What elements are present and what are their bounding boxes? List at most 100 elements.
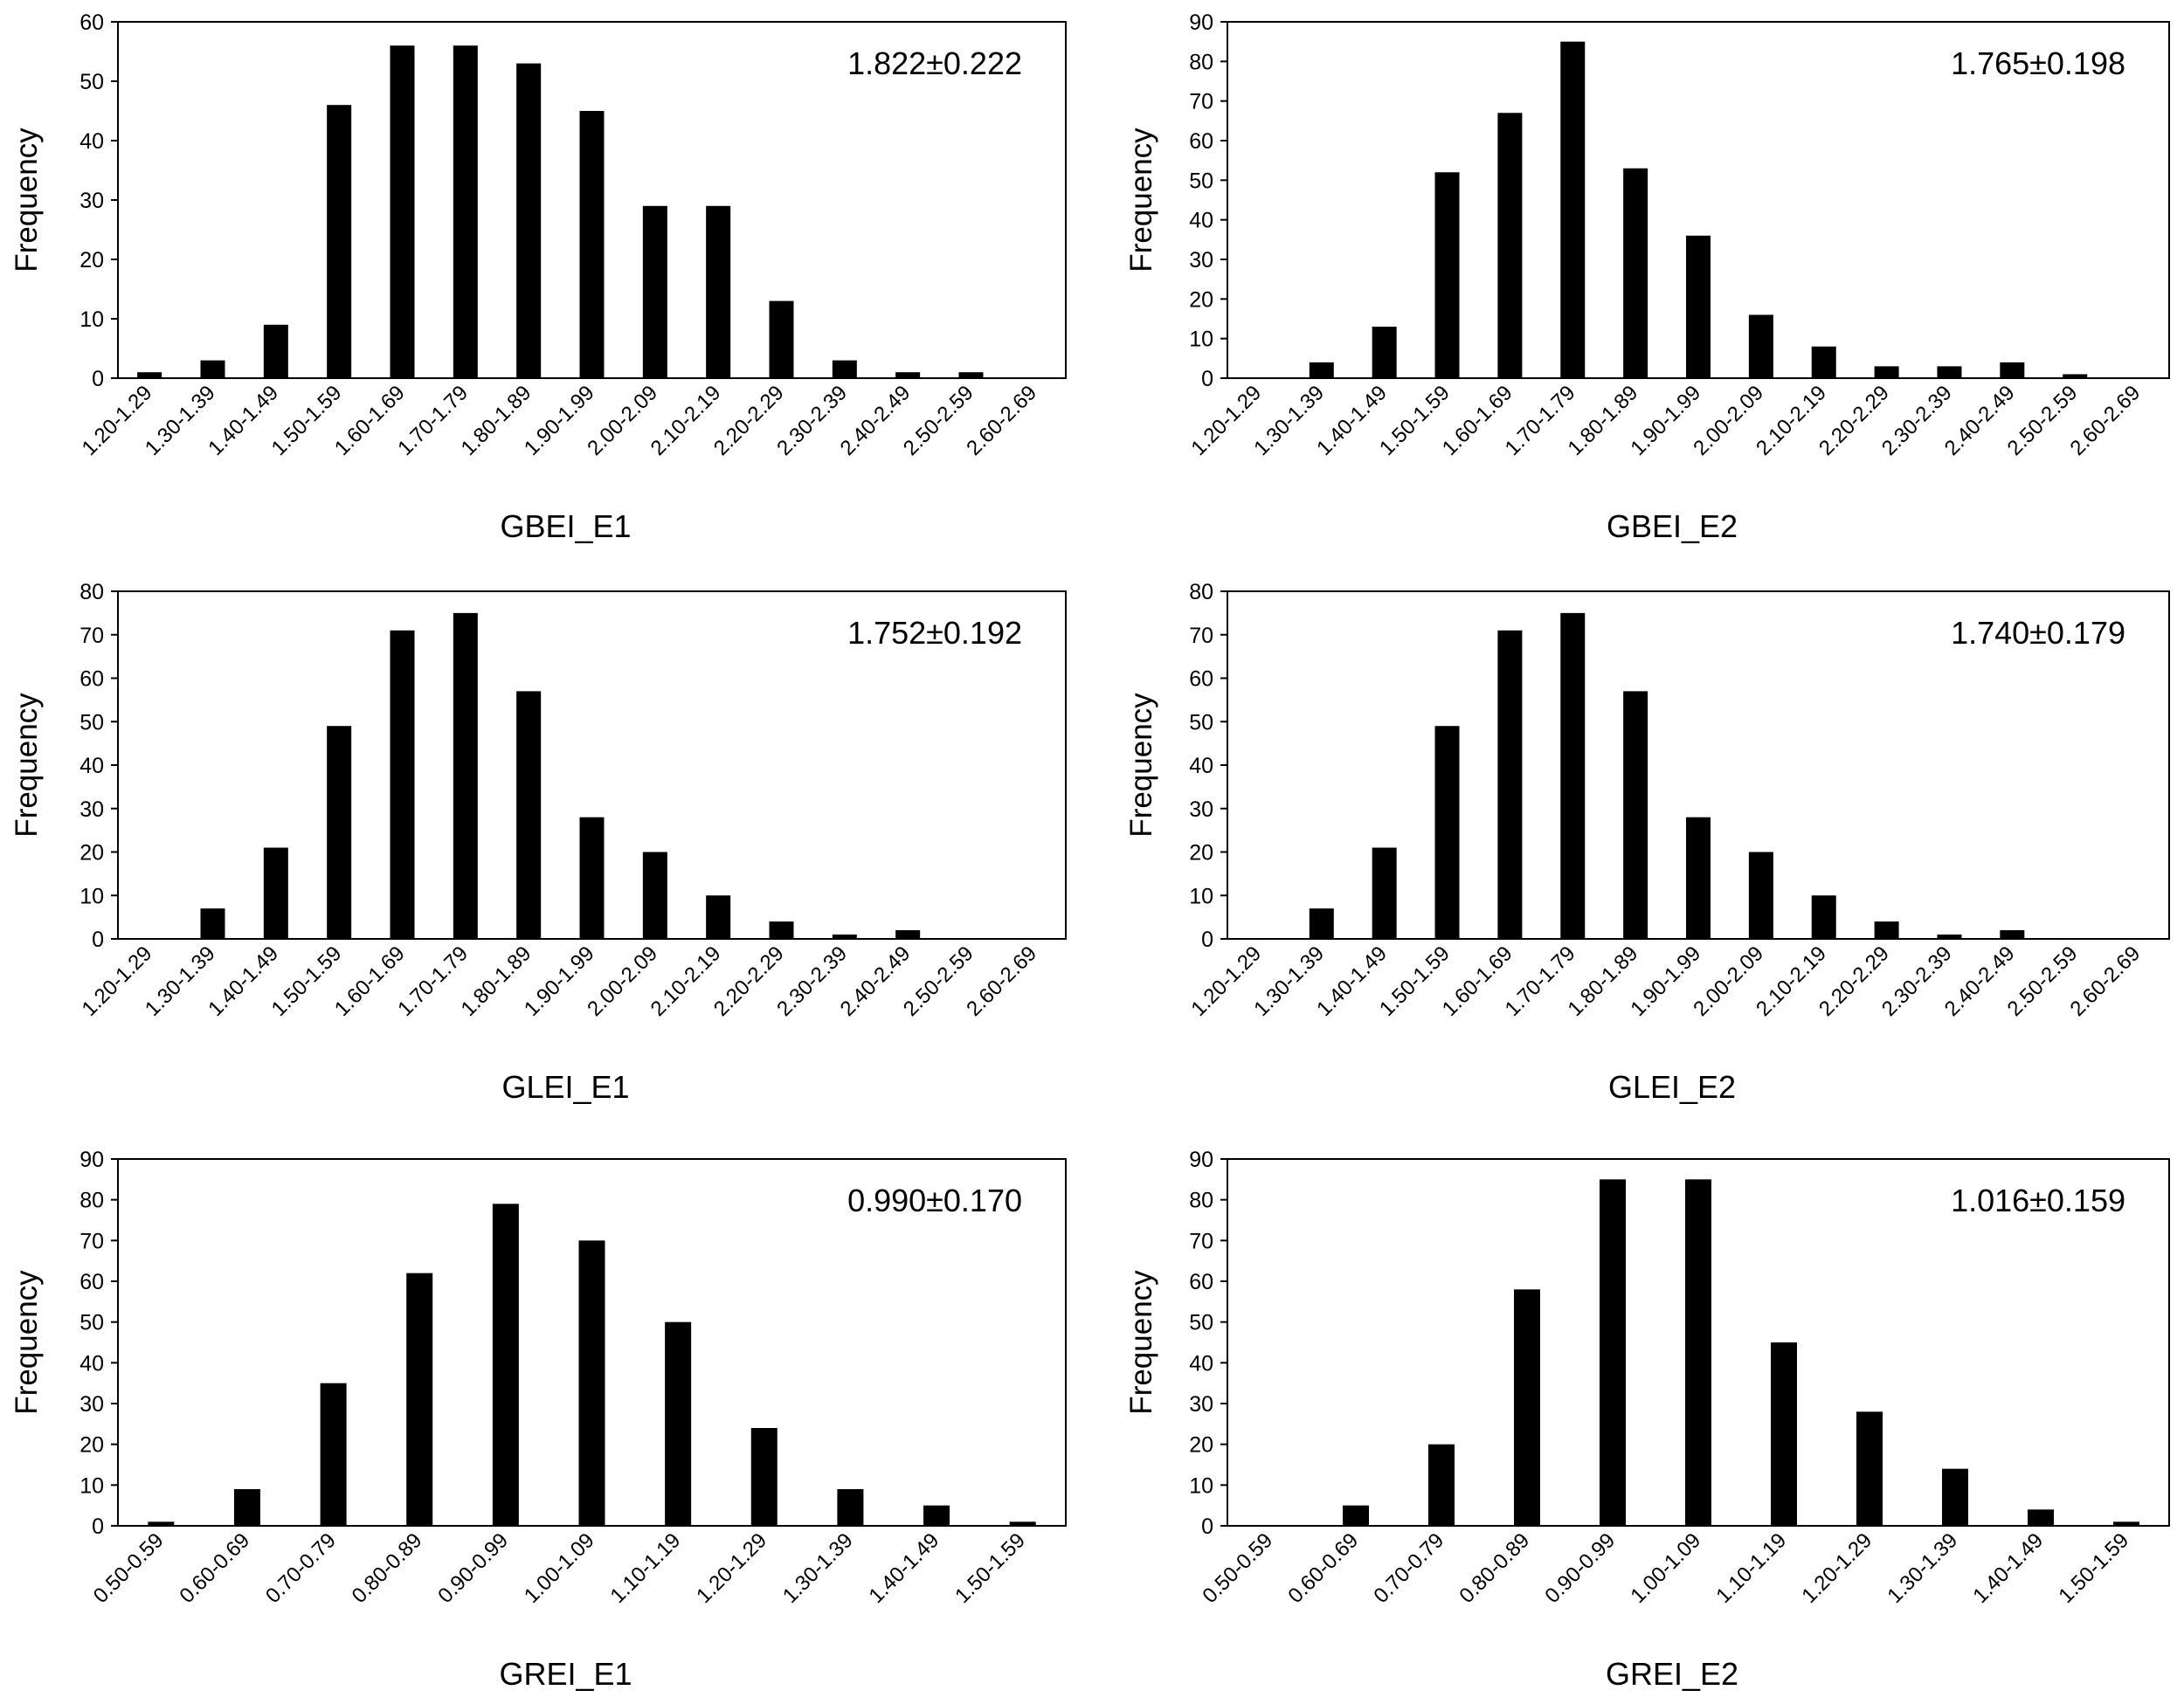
- y-tick-label: 50: [1189, 710, 1213, 735]
- x-axis-title: GREI_E1: [499, 1656, 632, 1692]
- bar: [832, 360, 857, 378]
- bar: [1623, 691, 1648, 939]
- bar: [263, 324, 288, 378]
- stat-annotation: 1.765±0.198: [1951, 45, 2125, 81]
- y-tick-label: 60: [79, 1270, 104, 1294]
- x-tick-label: 1.50-1.59: [950, 1528, 1030, 1608]
- bar: [1856, 1411, 1883, 1526]
- y-tick-label: 60: [79, 10, 104, 35]
- bar: [1685, 1179, 1711, 1526]
- stat-annotation: 0.990±0.170: [847, 1183, 1022, 1218]
- y-axis-title: Frequency: [1124, 693, 1158, 838]
- x-tick-label: 1.00-1.09: [520, 1528, 599, 1608]
- x-tick-label: 0.70-0.79: [261, 1528, 341, 1608]
- bar: [1686, 817, 1711, 939]
- bar: [1560, 41, 1586, 379]
- bar: [750, 1428, 778, 1526]
- bar: [1428, 1444, 1455, 1526]
- bar: [1937, 366, 1962, 378]
- bar: [837, 1489, 864, 1526]
- x-tick-label: 1.50-1.59: [2054, 1528, 2133, 1608]
- bar: [516, 63, 542, 378]
- bar: [327, 105, 352, 378]
- y-tick-label: 30: [1189, 1392, 1213, 1417]
- y-tick-label: 20: [79, 248, 104, 273]
- bar: [263, 847, 288, 939]
- bar: [1942, 1468, 1968, 1526]
- bar: [390, 630, 415, 939]
- bar: [137, 372, 162, 378]
- stat-annotation: 1.752±0.192: [847, 615, 1022, 651]
- y-tick-label: 70: [79, 1229, 104, 1253]
- bar: [1600, 1179, 1626, 1526]
- x-axis-title: GLEI_E1: [501, 1069, 629, 1105]
- y-tick-label: 0: [92, 1514, 104, 1539]
- bar: [233, 1489, 260, 1526]
- y-axis-title: Frequency: [10, 693, 44, 838]
- bar: [769, 921, 794, 939]
- bar: [895, 372, 921, 378]
- x-axis-title: GBEI_E1: [500, 508, 631, 544]
- y-tick-label: 50: [79, 1311, 104, 1335]
- bar: [832, 935, 857, 939]
- y-tick-label: 0: [92, 367, 104, 391]
- y-tick-label: 70: [1189, 624, 1213, 648]
- x-axis-title: GLEI_E2: [1608, 1069, 1736, 1105]
- y-tick-label: 0: [1201, 928, 1213, 952]
- x-tick-label: 0.80-0.89: [348, 1528, 427, 1608]
- bar: [1937, 935, 1962, 939]
- y-tick-label: 0: [1201, 367, 1213, 391]
- y-tick-label: 70: [79, 624, 104, 648]
- bar: [492, 1204, 519, 1526]
- bar: [665, 1321, 692, 1526]
- x-tick-label: 0.70-0.79: [1369, 1528, 1448, 1608]
- y-tick-label: 40: [1189, 1351, 1213, 1376]
- y-tick-label: 80: [1189, 1189, 1213, 1213]
- y-tick-label: 20: [1189, 1433, 1213, 1458]
- bar: [1497, 113, 1523, 378]
- y-tick-label: 40: [1189, 209, 1213, 233]
- y-tick-label: 40: [1189, 754, 1213, 778]
- bar: [516, 691, 542, 939]
- bar: [148, 1521, 175, 1526]
- x-tick-label: 1.10-1.19: [1711, 1528, 1791, 1608]
- y-tick-label: 60: [1189, 129, 1213, 154]
- bar: [578, 1240, 605, 1526]
- bar: [1372, 847, 1397, 939]
- bar: [1686, 235, 1711, 378]
- bar: [958, 372, 984, 378]
- bar: [642, 852, 667, 939]
- bar: [1343, 1505, 1369, 1526]
- y-tick-label: 60: [1189, 1270, 1213, 1294]
- y-tick-label: 30: [1189, 248, 1213, 273]
- x-tick-label: 1.30-1.39: [778, 1528, 858, 1608]
- y-axis-title: Frequency: [10, 128, 44, 273]
- x-tick-label: 0.80-0.89: [1455, 1528, 1534, 1608]
- bar: [1514, 1289, 1540, 1526]
- x-tick-label: 0.90-0.99: [1540, 1528, 1620, 1608]
- y-tick-label: 30: [1189, 797, 1213, 822]
- x-tick-label: 0.60-0.69: [175, 1528, 254, 1608]
- chart-panel-gbei-e1: 0102030405060Frequency1.20-1.291.30-1.39…: [10, 10, 1067, 544]
- y-tick-label: 90: [1189, 1148, 1213, 1172]
- y-axis-title: Frequency: [1124, 128, 1158, 273]
- bar: [1874, 366, 1899, 378]
- y-tick-label: 10: [1189, 1473, 1213, 1498]
- stat-annotation: 1.740±0.179: [1951, 615, 2125, 651]
- bar: [895, 930, 921, 939]
- bar: [706, 895, 731, 939]
- chart-panel-glei-e1: 01020304050607080Frequency1.20-1.291.30-…: [10, 580, 1067, 1105]
- bar: [2028, 1509, 2054, 1526]
- x-tick-label: 1.00-1.09: [1626, 1528, 1705, 1608]
- bar: [327, 726, 352, 939]
- stat-annotation: 1.822±0.222: [847, 45, 1022, 81]
- bar: [2000, 930, 2025, 939]
- x-tick-label: 2.60-2.69: [2066, 381, 2146, 460]
- y-tick-label: 10: [79, 307, 104, 332]
- y-tick-label: 10: [79, 884, 104, 908]
- y-tick-label: 90: [79, 1148, 104, 1172]
- y-tick-label: 0: [92, 928, 104, 952]
- bar: [769, 300, 794, 378]
- bar: [2113, 1521, 2139, 1526]
- x-tick-label: 0.50-0.59: [89, 1528, 169, 1608]
